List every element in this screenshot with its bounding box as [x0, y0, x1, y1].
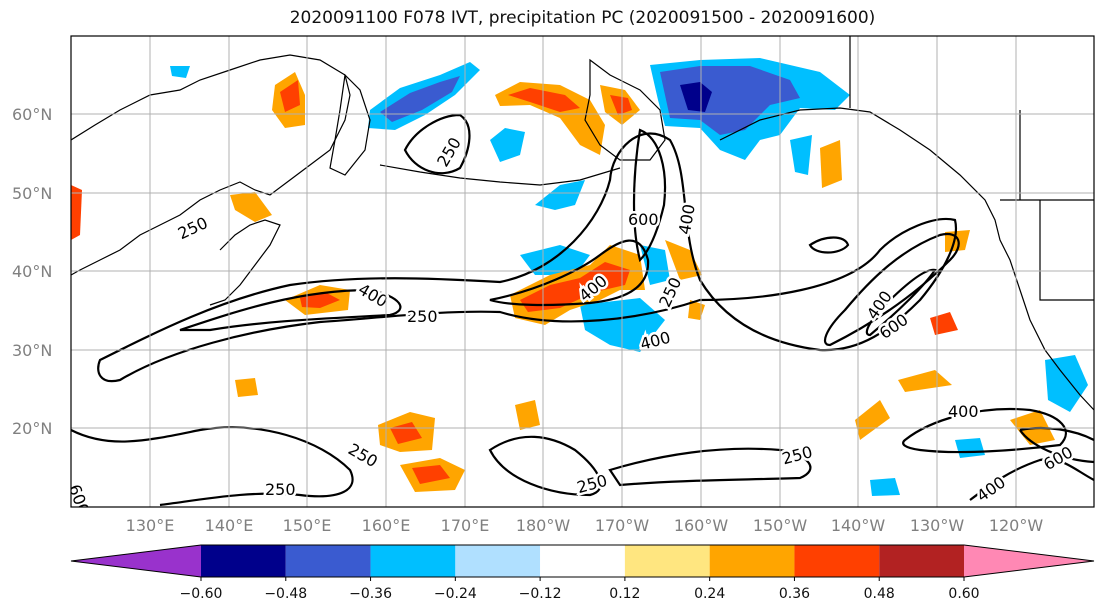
- contour-label: 600: [628, 210, 659, 229]
- colorbar-extend-min: [71, 545, 201, 577]
- map-panel: 250 400 600 250 400 250 400 600 400 250 …: [70, 35, 1095, 508]
- negative-area-northwest: [170, 66, 190, 78]
- ivt-contours: [71, 113, 1094, 507]
- map-frame: [70, 35, 1095, 508]
- colorbar-tick-label: 0.60: [948, 586, 979, 601]
- positive-core-west: [300, 292, 340, 308]
- colorbar-segment: [624, 545, 710, 577]
- positive-area-bering-1: [495, 82, 605, 155]
- ivt-contour-400-east: [823, 232, 960, 347]
- colorbar-segment: [285, 545, 371, 577]
- ivt-contour-small-ring: [808, 236, 850, 254]
- coastline-alaska: [584, 58, 666, 161]
- lon-label: 130°W: [910, 516, 965, 535]
- colorbar-tick-label: 0.36: [779, 586, 810, 601]
- lon-label: 170°W: [595, 516, 650, 535]
- lon-label: 160°W: [674, 516, 729, 535]
- positive-area-east-2: [898, 370, 952, 392]
- ivt-contour-250-bering: [403, 113, 471, 175]
- colorbar-segment: [794, 545, 880, 577]
- negative-area-central: [535, 180, 585, 210]
- negative-core-bering: [380, 76, 460, 122]
- colorbar: −0.60 −0.48 −0.36 −0.24 −0.12 0.12 0.24 0.36 0.4…: [70, 544, 1095, 601]
- colorbar-tick-label: 0.12: [609, 586, 640, 601]
- ivt-contour-600-mid: [632, 128, 667, 263]
- ivt-contour-600-southeast: [1019, 426, 1094, 464]
- positive-area-east-5: [820, 140, 842, 188]
- colorbar-tick-label: −0.48: [264, 586, 307, 601]
- negative-peak-alaska: [680, 82, 712, 112]
- ivt-contour-400-mid: [489, 239, 650, 307]
- lat-label: 50°N: [12, 184, 52, 203]
- colorbar-segment: [370, 545, 456, 577]
- negative-area-east-2: [955, 438, 985, 458]
- lon-label: 150°W: [753, 516, 808, 535]
- ivt-contour-400-west: [179, 288, 402, 332]
- colorbar-segment: [201, 545, 286, 577]
- ivt-contour-600-east: [865, 268, 937, 337]
- positive-area-mid-2: [665, 240, 702, 280]
- figure-title: 2020091100 F078 IVT, precipitation PC (2…: [289, 8, 876, 28]
- border-states-3: [1039, 200, 1094, 301]
- positive-core-south-2: [412, 465, 450, 484]
- lat-label: 30°N: [12, 341, 52, 360]
- colorbar-tick-label: −0.24: [434, 586, 477, 601]
- contour-label: 250: [265, 480, 296, 499]
- lon-label: 140°E: [205, 516, 254, 535]
- negative-area-east: [1045, 355, 1088, 412]
- colorbar-extend-max: [964, 545, 1094, 577]
- ivt-contour-400-southeast: [902, 407, 1067, 454]
- lon-label: 120°W: [989, 516, 1044, 535]
- positive-core-kamchatka: [280, 80, 300, 112]
- lon-label: 140°W: [831, 516, 886, 535]
- colorbar-tick-label: −0.12: [519, 586, 562, 601]
- gridlines: [71, 36, 1094, 507]
- colorbar-segment: [709, 545, 795, 577]
- ivt-contour-250-south-2: [488, 435, 602, 497]
- lon-label: 150°E: [283, 516, 332, 535]
- positive-area-east-1: [855, 400, 890, 440]
- lat-label: 60°N: [12, 105, 52, 124]
- positive-core-mid: [520, 262, 630, 312]
- ivt-contour-250-southeast: [969, 457, 1094, 501]
- colorbar-segment: [455, 545, 541, 577]
- colorbar-tick-label: −0.60: [180, 586, 223, 601]
- lat-label: 20°N: [12, 419, 52, 438]
- coastline-aleutians: [379, 164, 621, 186]
- negative-area-north-pacific: [490, 128, 525, 162]
- positive-core-bering-2: [610, 95, 632, 115]
- precipitation-shading: [71, 58, 1088, 496]
- colorbar-segment: [879, 545, 964, 577]
- colorbar-segment: [540, 545, 625, 577]
- coastline-north-america: [719, 107, 1094, 411]
- lon-label: 130°E: [126, 516, 175, 535]
- lon-label: 180°W: [516, 516, 571, 535]
- longitude-labels: 130°E 140°E 150°E 160°E 170°E 180°W 170°…: [126, 516, 1044, 535]
- positive-area-south-3: [515, 400, 540, 430]
- coastline-japan: [209, 219, 281, 306]
- ivt-contour-250-south-1: [71, 426, 354, 507]
- positive-core-bering-1: [508, 88, 580, 112]
- negative-area-east-4: [790, 135, 812, 175]
- lat-label: 40°N: [12, 262, 52, 281]
- ivt-contour-250-main: [97, 132, 958, 383]
- coastline-kamchatka: [329, 73, 371, 176]
- colorbar-tick-label: −0.36: [349, 586, 392, 601]
- colorbar-tick-label: 0.24: [694, 586, 725, 601]
- ivt-contour-250-south-3: [608, 447, 812, 487]
- positive-area-west-2: [230, 192, 272, 222]
- lon-label: 170°E: [441, 516, 490, 535]
- positive-area-west-4: [235, 378, 258, 397]
- latitude-labels: 60°N 50°N 40°N 30°N 20°N: [12, 105, 52, 438]
- negative-area-east-3: [870, 478, 900, 496]
- contour-label: 250: [407, 307, 438, 326]
- lon-label: 160°E: [362, 516, 411, 535]
- positive-area-west-3: [71, 185, 82, 240]
- colorbar-tick-label: 0.48: [864, 586, 895, 601]
- contour-label: 400: [948, 402, 979, 421]
